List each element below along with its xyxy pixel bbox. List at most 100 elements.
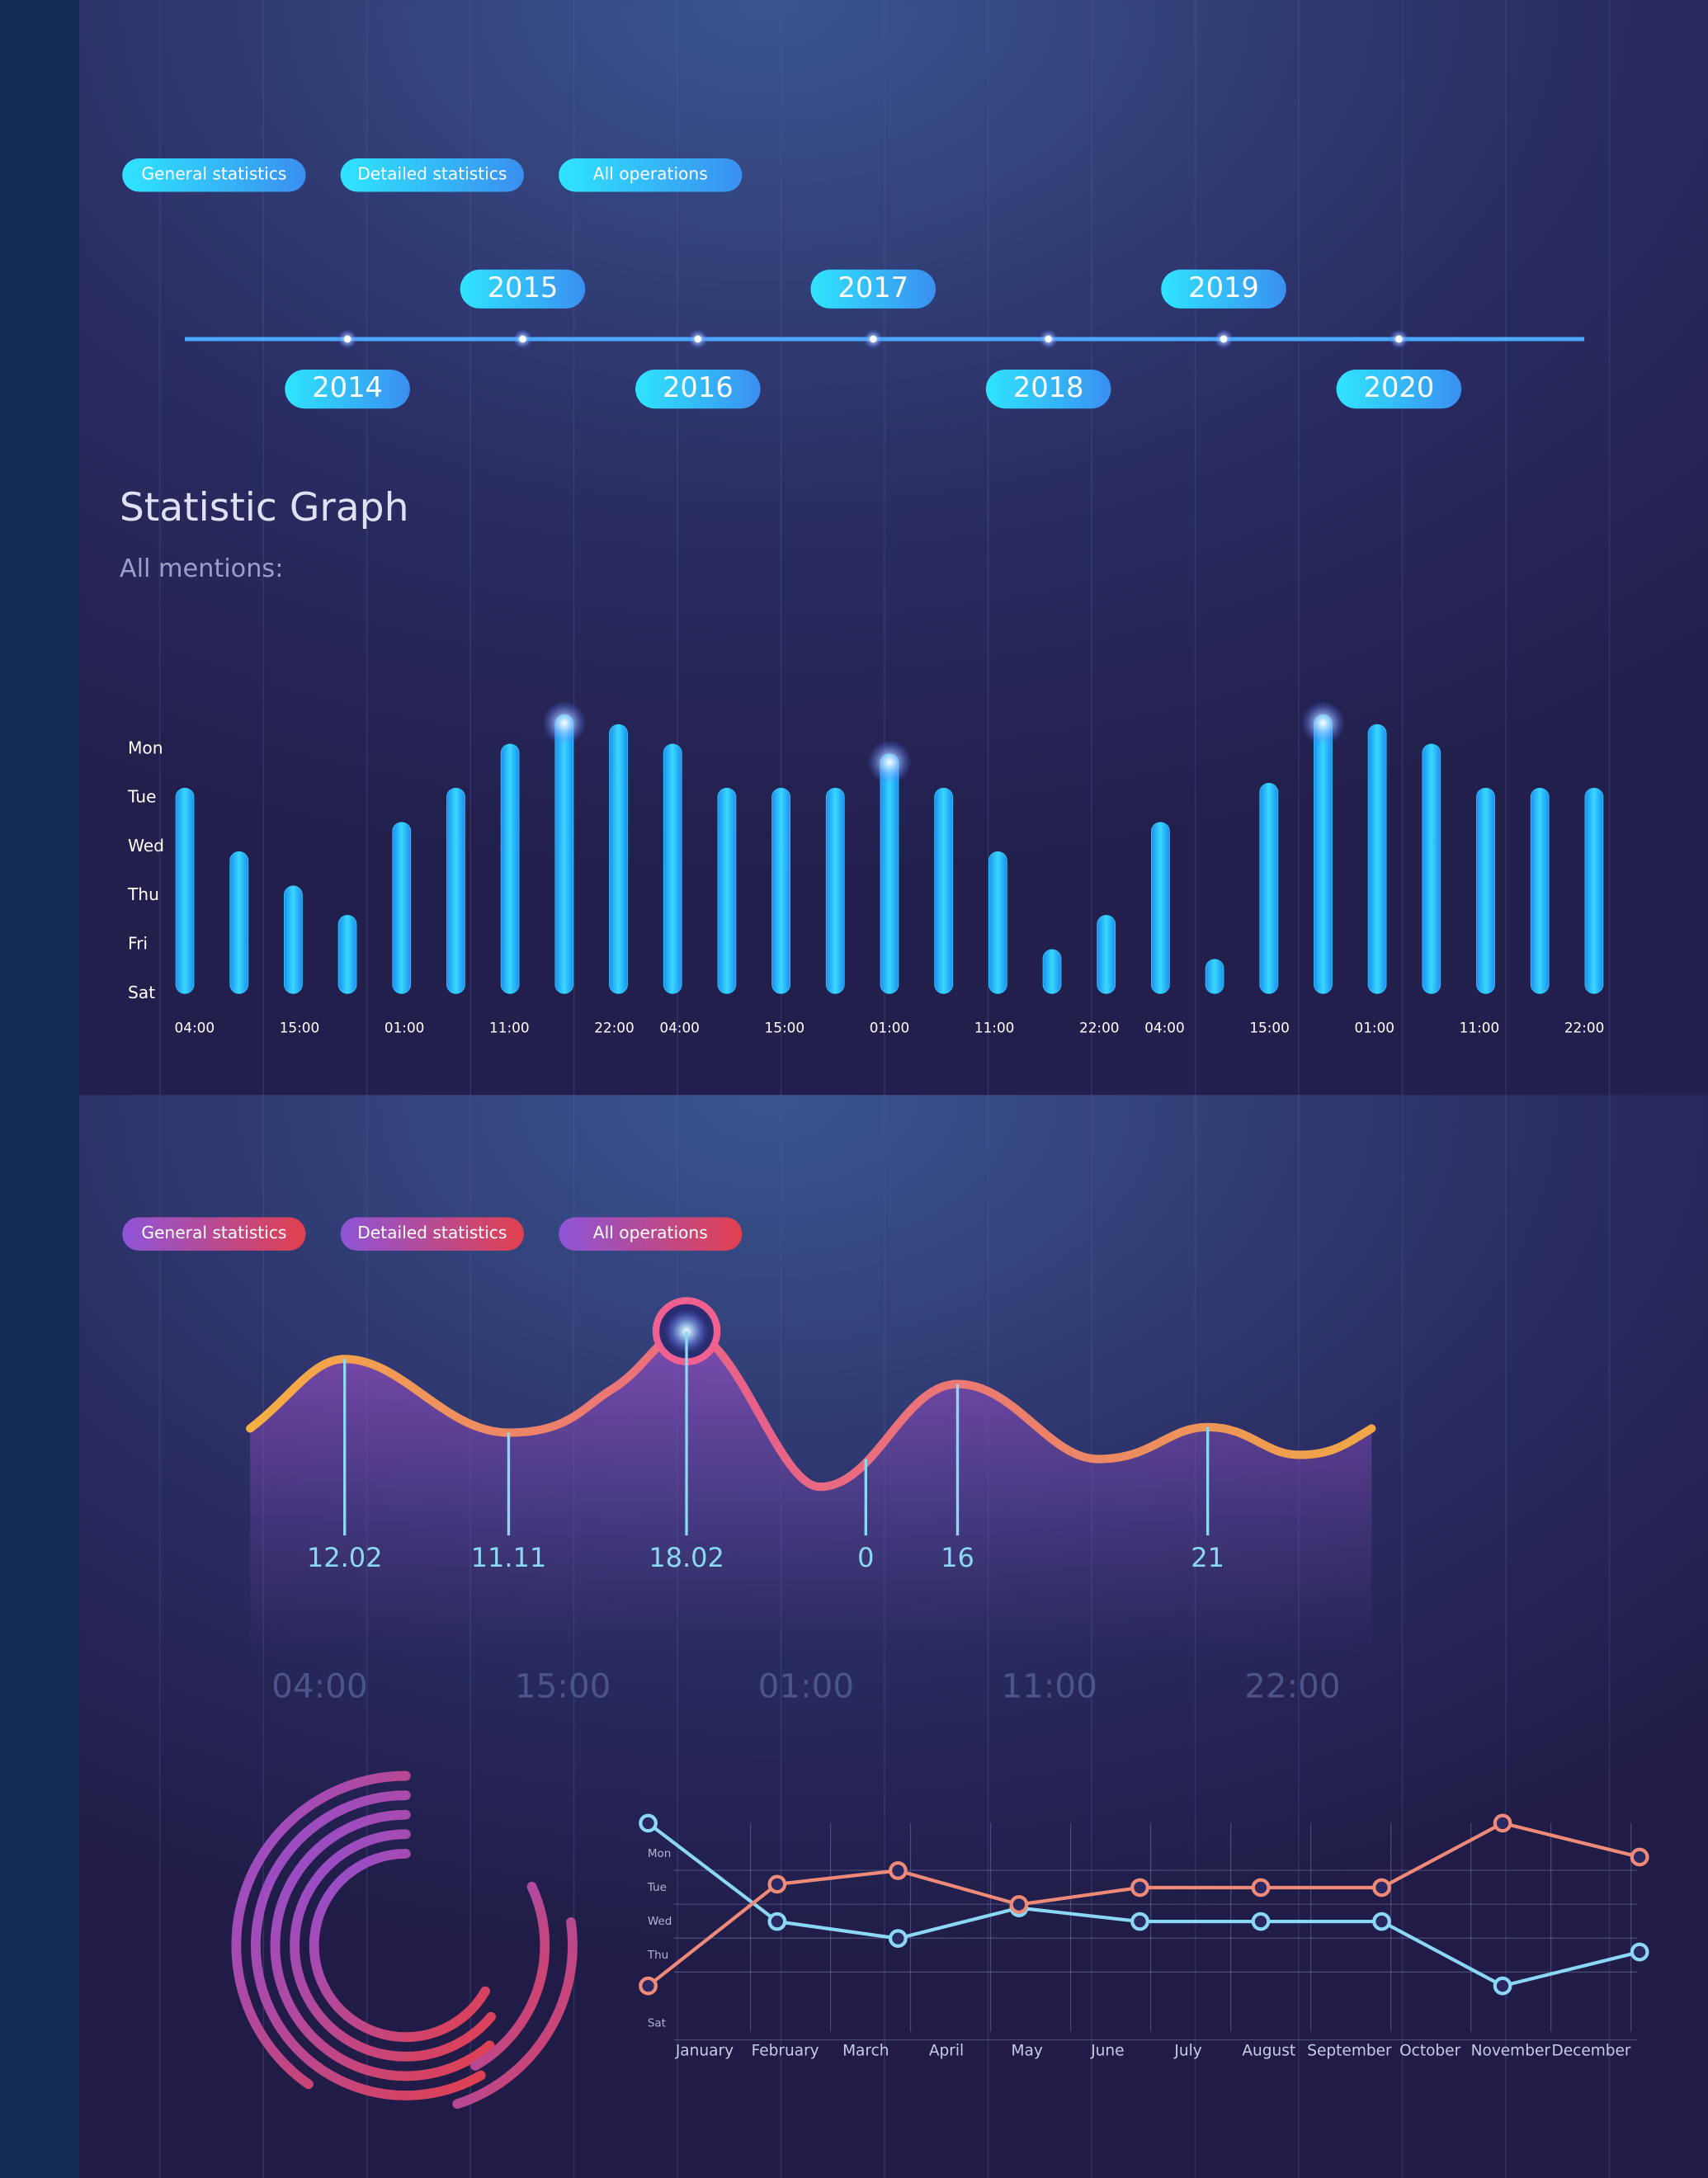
x-tick-label: February xyxy=(752,2043,819,2060)
timeline-dot-core xyxy=(519,335,526,343)
tab-label[interactable]: General statistics xyxy=(141,164,286,184)
bar xyxy=(1314,714,1333,994)
x-tick-label: 04:00 xyxy=(175,1019,215,1035)
section-title: Statistic Graph xyxy=(120,485,409,530)
year-pill[interactable] xyxy=(985,370,1111,409)
series-point xyxy=(639,1813,658,1833)
x-tick-label: 04:00 xyxy=(271,1666,367,1705)
x-tick-label: 04:00 xyxy=(1144,1019,1185,1035)
x-tick-label: January xyxy=(675,2043,734,2060)
x-tick-label: 01:00 xyxy=(870,1019,910,1035)
series-point xyxy=(1630,1847,1649,1867)
bar xyxy=(337,914,357,994)
tab-label[interactable]: All operations xyxy=(593,164,708,184)
year-label[interactable]: 2018 xyxy=(1013,371,1084,403)
x-tick-label: 11:00 xyxy=(974,1019,1015,1035)
bar xyxy=(1042,949,1062,994)
annotation: 18.02 xyxy=(649,1542,724,1573)
bar-glow xyxy=(541,700,587,746)
year-label[interactable]: 2019 xyxy=(1188,271,1259,304)
radial-chart xyxy=(231,1770,578,2110)
background-lines xyxy=(158,0,1611,2178)
year-label[interactable]: 2016 xyxy=(663,371,734,403)
x-tick-label: 15:00 xyxy=(1249,1019,1290,1035)
series-point xyxy=(1372,1912,1391,1931)
year-label[interactable]: 2017 xyxy=(837,271,908,304)
year-pill[interactable] xyxy=(810,269,937,309)
timeline-dot-core xyxy=(343,335,352,343)
series-point xyxy=(1493,1813,1512,1833)
tab-button[interactable] xyxy=(122,158,306,192)
year-pill[interactable] xyxy=(285,370,410,409)
year-label[interactable]: 2020 xyxy=(1364,371,1435,403)
series-point xyxy=(767,1874,787,1894)
annotation: 16 xyxy=(941,1542,974,1573)
year-label[interactable]: 2015 xyxy=(488,271,559,304)
x-tick-label: 15:00 xyxy=(280,1019,320,1035)
x-tick-label: 04:00 xyxy=(659,1019,700,1035)
y-tick-label: Tue xyxy=(647,1881,667,1894)
x-tick-label: 22:00 xyxy=(1564,1019,1605,1035)
x-tick-label: April xyxy=(929,2043,964,2060)
bar xyxy=(934,787,954,994)
x-tick-label: June xyxy=(1090,2043,1124,2060)
x-tick-label: December xyxy=(1552,2043,1631,2060)
timeline-dot-core xyxy=(1395,335,1403,343)
year-pill[interactable] xyxy=(1161,269,1286,309)
bar xyxy=(1422,743,1441,994)
annotation: 12.02 xyxy=(307,1542,383,1573)
year-label[interactable]: 2014 xyxy=(312,371,383,403)
bar xyxy=(771,787,790,994)
year-pill[interactable] xyxy=(460,269,586,309)
tab-label[interactable]: Detailed statistics xyxy=(357,1223,507,1242)
x-tick-label: March xyxy=(842,2043,889,2060)
annotation: 21 xyxy=(1191,1542,1224,1573)
bar xyxy=(825,787,845,994)
bar xyxy=(880,753,899,994)
x-tick-label: November xyxy=(1471,2043,1551,2060)
series-point xyxy=(889,1929,908,1948)
tab-label[interactable]: Detailed statistics xyxy=(357,164,507,184)
annotation: 0 xyxy=(857,1542,874,1573)
tab-button[interactable] xyxy=(340,158,524,192)
year-pill[interactable] xyxy=(635,370,761,409)
timeline-dot-core xyxy=(694,335,702,343)
x-tick-label: 22:00 xyxy=(1079,1019,1120,1035)
bar xyxy=(1205,959,1224,994)
timeline-dot-core xyxy=(1045,335,1052,343)
bar xyxy=(446,787,465,994)
series-point xyxy=(1372,1878,1391,1898)
tab-button[interactable] xyxy=(122,1217,306,1251)
series-point xyxy=(1251,1878,1271,1898)
bar xyxy=(717,787,737,994)
annotation: 11.11 xyxy=(471,1542,547,1573)
bar xyxy=(1476,787,1495,994)
x-tick-label: 11:00 xyxy=(1001,1666,1097,1705)
series-point xyxy=(1009,1895,1029,1914)
y-tick-label: Thu xyxy=(127,884,159,904)
x-tick-label: 01:00 xyxy=(1355,1019,1395,1035)
x-tick-label: September xyxy=(1307,2043,1392,2060)
tab-button[interactable] xyxy=(340,1217,524,1251)
tab-button[interactable] xyxy=(559,1217,743,1251)
x-tick-label: May xyxy=(1012,2043,1043,2060)
ring-arc xyxy=(309,1848,490,2043)
bar xyxy=(1097,914,1116,994)
bar xyxy=(500,743,520,994)
ring-arc xyxy=(452,1917,578,2110)
bar xyxy=(1530,787,1550,994)
bar xyxy=(1367,724,1387,994)
tab-label[interactable]: All operations xyxy=(593,1223,708,1242)
bar xyxy=(1259,782,1279,994)
bar xyxy=(609,724,628,994)
year-pill[interactable] xyxy=(1336,370,1462,409)
tab-button[interactable] xyxy=(559,158,743,192)
y-tick-label: Wed xyxy=(648,1915,672,1928)
series-point xyxy=(1130,1912,1149,1931)
bar xyxy=(229,851,249,994)
bar xyxy=(1584,787,1604,994)
tab-label[interactable]: General statistics xyxy=(141,1223,286,1242)
timeline-dot-core xyxy=(1220,335,1228,343)
series-point xyxy=(639,1976,658,1996)
